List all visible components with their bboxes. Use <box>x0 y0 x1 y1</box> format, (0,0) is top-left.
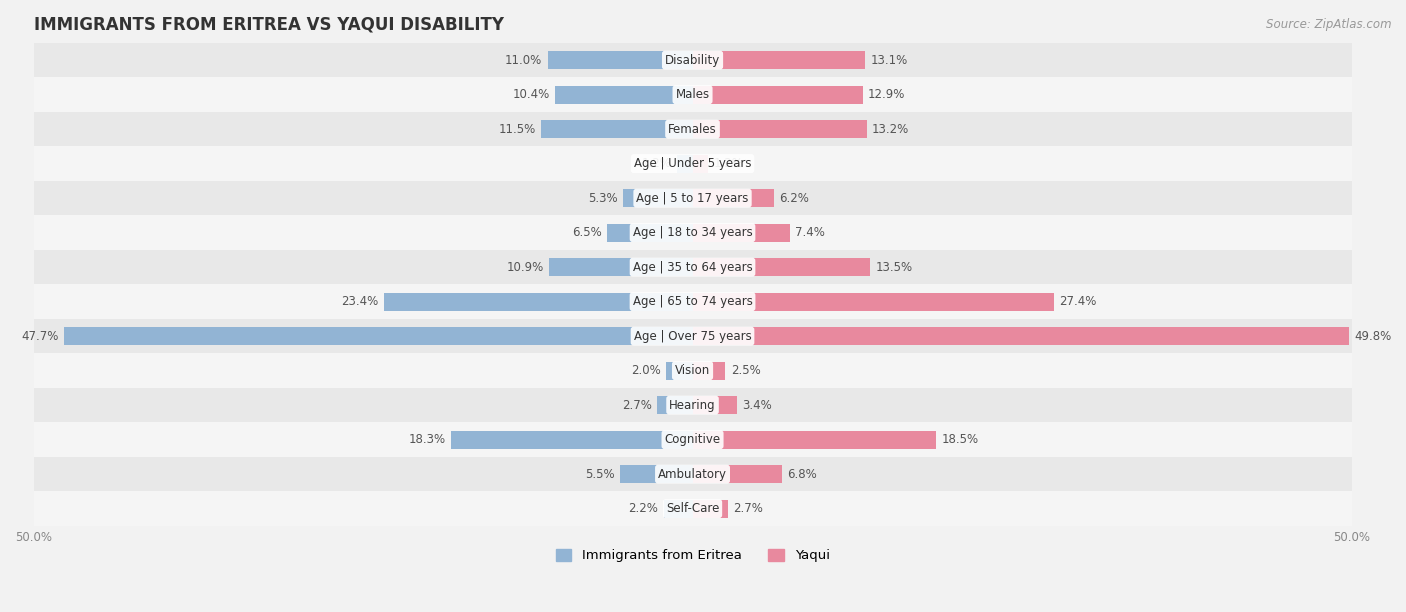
Bar <box>34 112 1351 146</box>
Text: 2.2%: 2.2% <box>628 502 658 515</box>
Text: Ambulatory: Ambulatory <box>658 468 727 480</box>
Bar <box>693 431 936 449</box>
Bar <box>693 465 782 483</box>
Text: Vision: Vision <box>675 364 710 377</box>
Bar <box>34 457 1351 491</box>
Bar <box>548 258 693 276</box>
Text: 6.2%: 6.2% <box>779 192 810 204</box>
Bar <box>451 431 693 449</box>
Bar <box>620 465 693 483</box>
Text: 5.3%: 5.3% <box>588 192 617 204</box>
Bar <box>657 396 693 414</box>
Bar <box>555 86 693 103</box>
Text: 18.3%: 18.3% <box>409 433 446 446</box>
Text: 23.4%: 23.4% <box>342 295 378 308</box>
Text: Age | Over 75 years: Age | Over 75 years <box>634 330 751 343</box>
Bar <box>676 155 693 173</box>
Text: 6.8%: 6.8% <box>787 468 817 480</box>
Text: Age | 65 to 74 years: Age | 65 to 74 years <box>633 295 752 308</box>
Bar <box>693 51 865 69</box>
Text: Cognitive: Cognitive <box>665 433 721 446</box>
Text: Age | Under 5 years: Age | Under 5 years <box>634 157 751 170</box>
Bar <box>547 51 693 69</box>
Bar <box>664 499 693 518</box>
Bar <box>623 189 693 207</box>
Bar <box>34 181 1351 215</box>
Text: 2.7%: 2.7% <box>621 398 651 412</box>
Bar <box>34 319 1351 353</box>
Text: 47.7%: 47.7% <box>21 330 59 343</box>
Text: 27.4%: 27.4% <box>1059 295 1097 308</box>
Bar <box>693 223 790 242</box>
Bar <box>693 155 709 173</box>
Bar <box>34 388 1351 422</box>
Text: 2.5%: 2.5% <box>731 364 761 377</box>
Bar <box>63 327 693 345</box>
Text: Disability: Disability <box>665 54 720 67</box>
Text: Females: Females <box>668 122 717 136</box>
Bar <box>384 293 693 311</box>
Text: Self-Care: Self-Care <box>666 502 720 515</box>
Bar <box>541 120 693 138</box>
Bar <box>607 223 693 242</box>
Bar <box>693 499 728 518</box>
Text: 1.2%: 1.2% <box>714 157 744 170</box>
Text: 12.9%: 12.9% <box>868 88 905 101</box>
Text: 6.5%: 6.5% <box>572 226 602 239</box>
Text: Source: ZipAtlas.com: Source: ZipAtlas.com <box>1267 18 1392 31</box>
Text: 5.5%: 5.5% <box>585 468 614 480</box>
Text: 2.0%: 2.0% <box>631 364 661 377</box>
Bar <box>693 86 862 103</box>
Bar <box>693 258 870 276</box>
Legend: Immigrants from Eritrea, Yaqui: Immigrants from Eritrea, Yaqui <box>550 543 835 567</box>
Text: 2.7%: 2.7% <box>734 502 763 515</box>
Bar <box>693 120 866 138</box>
Text: 13.1%: 13.1% <box>870 54 908 67</box>
Bar <box>693 327 1348 345</box>
Bar <box>693 362 725 379</box>
Text: Age | 35 to 64 years: Age | 35 to 64 years <box>633 261 752 274</box>
Text: Age | 5 to 17 years: Age | 5 to 17 years <box>637 192 749 204</box>
Text: 49.8%: 49.8% <box>1354 330 1392 343</box>
Bar <box>34 146 1351 181</box>
Bar <box>34 422 1351 457</box>
Text: Age | 18 to 34 years: Age | 18 to 34 years <box>633 226 752 239</box>
Text: 11.0%: 11.0% <box>505 54 543 67</box>
Text: 13.2%: 13.2% <box>872 122 910 136</box>
Text: IMMIGRANTS FROM ERITREA VS YAQUI DISABILITY: IMMIGRANTS FROM ERITREA VS YAQUI DISABIL… <box>34 15 503 33</box>
Bar <box>34 250 1351 285</box>
Text: Males: Males <box>675 88 710 101</box>
Bar <box>693 189 775 207</box>
Text: 10.4%: 10.4% <box>513 88 550 101</box>
Bar <box>693 293 1053 311</box>
Text: Hearing: Hearing <box>669 398 716 412</box>
Bar <box>34 215 1351 250</box>
Text: 10.9%: 10.9% <box>506 261 544 274</box>
Bar <box>34 491 1351 526</box>
Bar <box>666 362 693 379</box>
Text: 18.5%: 18.5% <box>942 433 979 446</box>
Bar <box>34 77 1351 112</box>
Bar <box>34 285 1351 319</box>
Bar <box>34 353 1351 388</box>
Bar <box>34 43 1351 77</box>
Text: 1.2%: 1.2% <box>641 157 672 170</box>
Text: 3.4%: 3.4% <box>742 398 772 412</box>
Text: 7.4%: 7.4% <box>796 226 825 239</box>
Bar <box>693 396 737 414</box>
Text: 11.5%: 11.5% <box>499 122 536 136</box>
Text: 13.5%: 13.5% <box>876 261 912 274</box>
